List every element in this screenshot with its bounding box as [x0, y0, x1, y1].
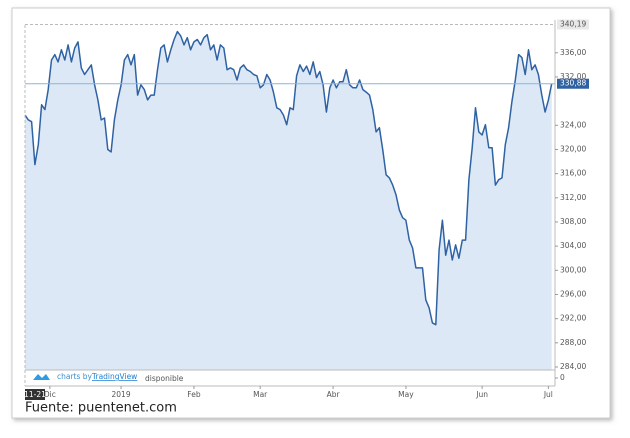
y-tick-label: 332,00 [560, 72, 586, 81]
y-tick-label: 292,00 [560, 314, 586, 323]
x-tick-label: Jul [543, 390, 553, 399]
y-tick-label: 284,00 [560, 362, 586, 371]
x-tick-label: Dic [44, 390, 56, 399]
y-tick-label: 300,00 [560, 265, 586, 274]
area-fill [25, 31, 552, 370]
x-tick-label: 2019 [112, 390, 131, 399]
volume-note: disponible [145, 374, 184, 383]
last-price-box [557, 78, 589, 89]
source: Fuente: puentenet.com [25, 401, 177, 416]
x-tick-label: Abr [327, 390, 341, 399]
y-tick-label: 296,00 [560, 289, 586, 298]
y-tick-label: 288,00 [560, 338, 586, 347]
x-tick-label: Jun [475, 390, 488, 399]
y-tick-label: 312,00 [560, 193, 586, 202]
volume-tick-label: 0 [560, 373, 565, 382]
watermark: charts by TradingView [33, 372, 137, 381]
x-tick-label: Feb [187, 390, 201, 399]
y-tick-label: 320,00 [560, 144, 586, 153]
watermark-link[interactable]: TradingView [91, 372, 137, 381]
watermark-text: charts by [57, 372, 93, 381]
plot [24, 30, 553, 370]
y-tick-label: 304,00 [560, 241, 586, 250]
crosshair-box [25, 389, 45, 400]
y-tick-label: 308,00 [560, 217, 586, 226]
y-tick-label: 324,00 [560, 120, 586, 129]
y-tick-label: 336,00 [560, 48, 586, 57]
y-tick-label: 316,00 [560, 169, 586, 178]
high-label: 340,19 [560, 19, 586, 28]
x-tick-label: Mar [253, 390, 268, 399]
last-price-label: 330,88 [560, 79, 586, 88]
x-tick-label: May [398, 390, 414, 399]
high-box [557, 19, 589, 30]
price-line [24, 30, 553, 326]
crosshair-label: 11-21 [24, 390, 46, 399]
